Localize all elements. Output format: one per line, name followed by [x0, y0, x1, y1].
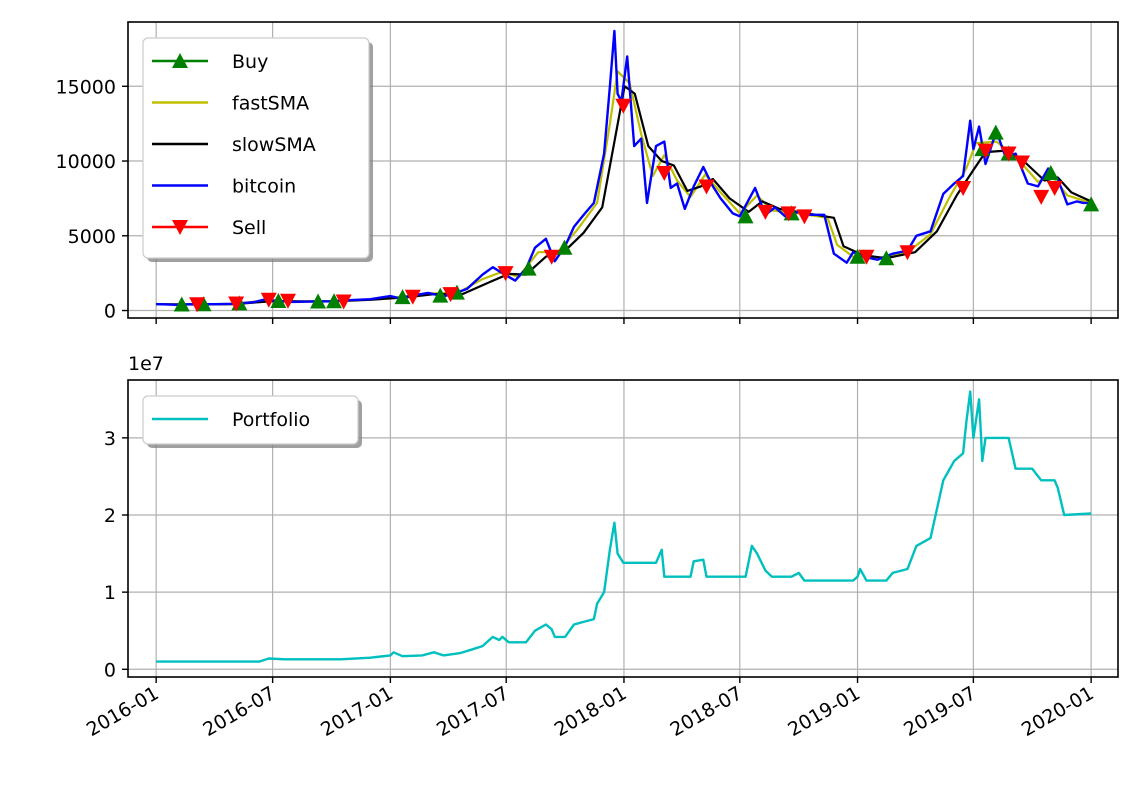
buy-marker: [270, 292, 287, 308]
top-markers: [173, 98, 1100, 313]
sell-marker: [335, 294, 352, 310]
top-y-axis: 0 5000 10000 15000: [56, 76, 128, 323]
legend-label: Buy: [232, 51, 268, 73]
top-y-tick-label: 5000: [68, 226, 116, 248]
sell-marker: [757, 204, 774, 220]
sell-marker: [615, 98, 632, 114]
buy-marker: [394, 289, 411, 305]
buy-marker: [878, 250, 895, 266]
top-y-tick-label: 10000: [56, 151, 116, 173]
top-y-tick-label: 15000: [56, 76, 116, 98]
top-x-ticks: [155, 318, 1092, 324]
bottom-y-tick-label: 3: [104, 428, 116, 450]
sell-marker: [796, 209, 813, 225]
buy-marker: [1083, 196, 1100, 212]
sell-marker: [1014, 155, 1031, 171]
buy-marker: [1042, 164, 1059, 180]
legend-label: bitcoin: [232, 176, 296, 198]
buy-marker: [432, 287, 449, 303]
top-y-tick-label: 0: [104, 301, 116, 323]
bottom-y-tick-label: 1: [104, 582, 116, 604]
sell-marker: [899, 245, 916, 261]
sell-marker: [1000, 146, 1017, 162]
legend-label: Sell: [232, 217, 266, 239]
bottom-plot-frame: [127, 379, 1119, 678]
sell-marker: [977, 143, 994, 159]
sell-marker: [189, 297, 206, 313]
buy-marker: [326, 293, 343, 309]
sell-marker: [404, 289, 421, 305]
sell-marker: [442, 287, 459, 303]
bottom-legend: Portfolio: [142, 395, 362, 448]
buy-marker: [173, 296, 190, 312]
y-offset-label: 1e7: [128, 353, 164, 375]
legend-marker-up: [172, 53, 188, 68]
sell-marker: [656, 165, 673, 181]
legend-label: Portfolio: [232, 409, 310, 431]
sell-marker: [698, 179, 715, 195]
sell-marker: [1046, 180, 1063, 196]
legend-label: slowSMA: [232, 134, 316, 156]
legend-box: [142, 37, 370, 259]
buy-marker: [987, 124, 1004, 140]
sell-marker: [858, 249, 875, 265]
buy-marker: [737, 208, 754, 224]
sell-marker: [497, 266, 514, 282]
sell-marker: [260, 292, 277, 308]
buy-marker: [849, 248, 866, 264]
buy-marker: [556, 239, 573, 255]
top-chart: 0 5000 10000 15000 Buy fastSMA slowSMA bitcoin…: [56, 21, 1119, 324]
buy-marker: [520, 260, 537, 276]
sell-marker: [228, 296, 245, 312]
top-legend: Buy fastSMA slowSMA bitcoin Sell: [142, 37, 373, 262]
legend-marker-down: [172, 220, 188, 235]
bottom-y-tick-label: 2: [104, 505, 116, 527]
top-plot-frame: [127, 21, 1119, 319]
sell-marker: [279, 293, 296, 309]
legend-box: [142, 395, 359, 445]
buy-marker: [310, 293, 327, 309]
sell-marker: [780, 206, 797, 222]
legend-label: fastSMA: [232, 93, 309, 115]
bottom-y-axis: 0 1 2 3: [104, 428, 128, 681]
bottom-series: [156, 390, 1092, 663]
sell-marker: [955, 180, 972, 196]
sell-marker: [543, 249, 560, 265]
bottom-y-tick-label: 0: [104, 659, 116, 681]
sell-marker: [1033, 189, 1050, 205]
series-line-portfolio: [156, 390, 1092, 663]
